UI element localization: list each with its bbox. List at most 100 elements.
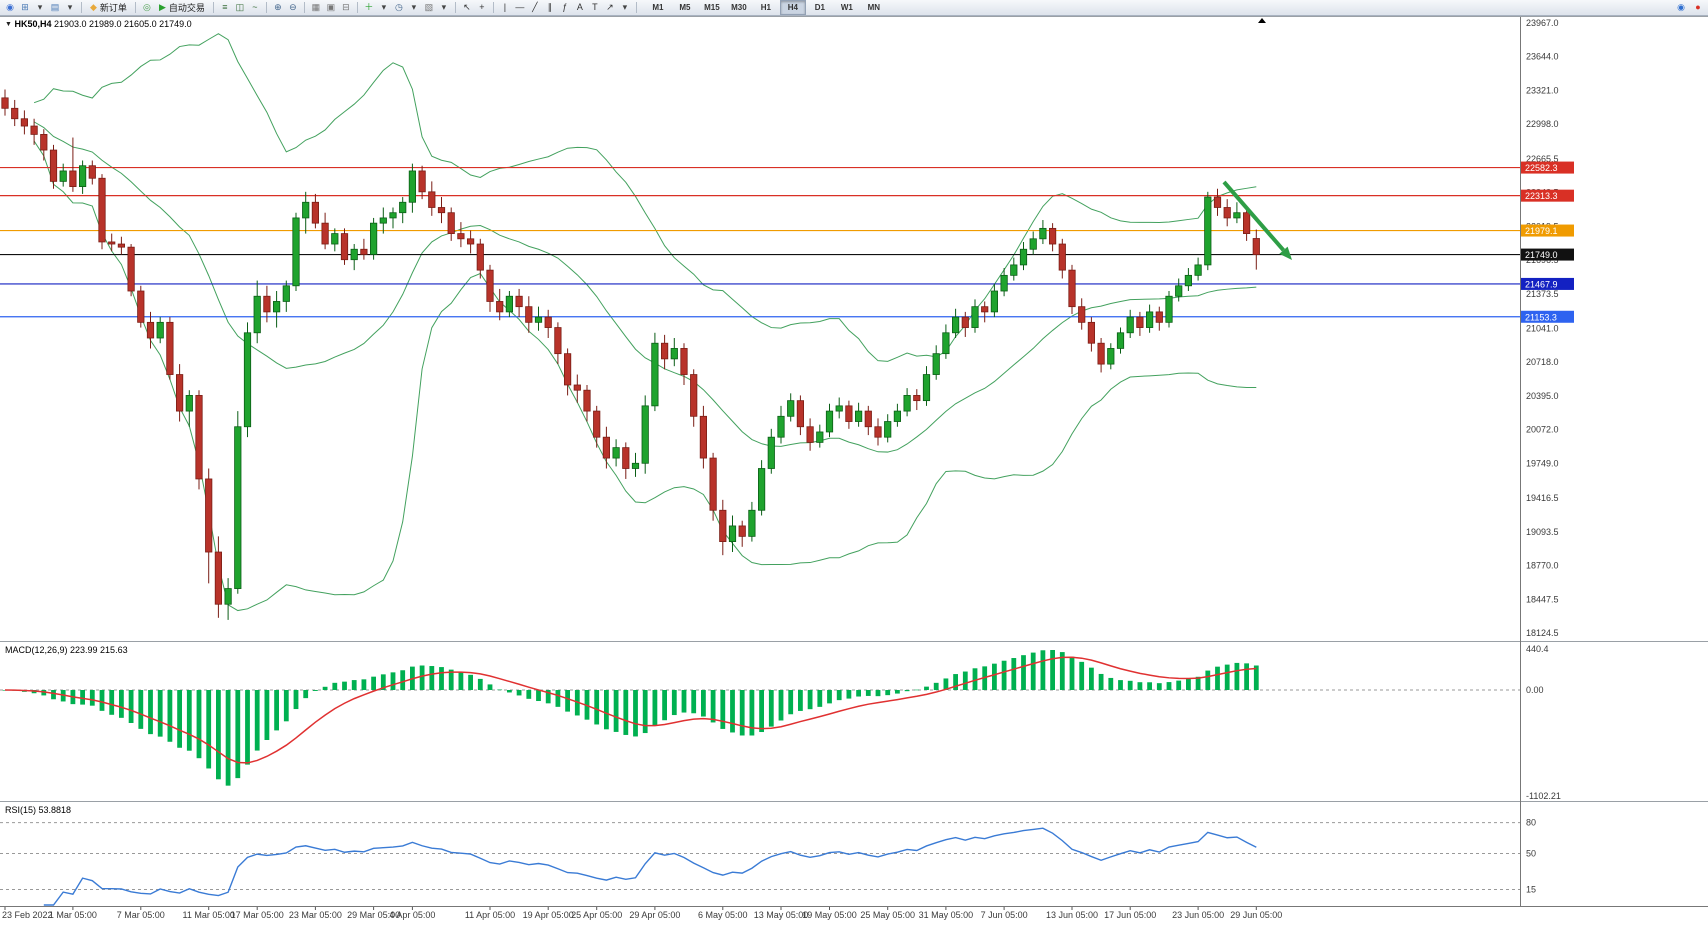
toolbar-separator [635, 2, 637, 13]
timeframe-m30[interactable]: M30 [731, 3, 747, 12]
tile-windows-button[interactable]: ▦ [309, 1, 323, 14]
indicators-dropdown-button[interactable]: ▾ [377, 1, 391, 14]
macd-histogram-bar [216, 690, 221, 780]
macd-histogram-bar [400, 670, 406, 690]
text-label-button[interactable]: T [588, 1, 602, 14]
time-label: 11 Mar 05:00 [183, 910, 235, 920]
macd-histogram-bar [633, 690, 638, 737]
macd-histogram-bar [516, 690, 522, 696]
toolbar-separator [212, 2, 214, 13]
fibonacci-icon: ƒ [562, 2, 568, 12]
candle [913, 395, 921, 402]
candle [146, 321, 155, 339]
candle [340, 233, 349, 261]
candle [544, 316, 552, 328]
trendline-button[interactable]: ╱ [528, 1, 542, 14]
timeframe-h4[interactable]: H4 [779, 0, 806, 15]
timeframe-w1[interactable]: W1 [840, 3, 853, 12]
timeframe-h1[interactable]: H1 [760, 3, 771, 12]
new-order-icon: ◆ [90, 2, 97, 12]
periods-dropdown-button[interactable]: ▾ [407, 1, 421, 14]
macd-histogram-bar [1118, 680, 1123, 690]
objects-dropdown-button[interactable]: ▾ [618, 1, 632, 14]
text-button[interactable]: A [573, 1, 587, 14]
candle [69, 170, 77, 188]
macd-histogram-bar [536, 690, 541, 702]
time-label: 23 Jun 05:00 [1172, 910, 1224, 920]
macd-histogram-bar [778, 690, 784, 721]
time-label: 11 Apr 05:00 [465, 910, 515, 920]
macd-histogram-bar [962, 671, 968, 690]
timeframe-mn[interactable]: MN [867, 3, 881, 12]
new-chart-button[interactable]: ⊞ [18, 1, 32, 14]
macd-histogram-bar [1253, 665, 1259, 690]
line-chart-button[interactable]: ~ [248, 1, 262, 14]
periods-button[interactable]: ◷ [392, 1, 406, 14]
candle [486, 269, 494, 302]
cascade-windows-button[interactable]: ▣ [324, 1, 338, 14]
timeframe-d1[interactable]: D1 [814, 3, 825, 12]
templates-button[interactable]: ▧ [422, 1, 436, 14]
zoom-out-button[interactable]: ⊖ [286, 1, 300, 14]
candle [137, 290, 145, 323]
line-chart-icon: ~ [252, 2, 258, 12]
candle [816, 431, 824, 443]
indicators-button[interactable]: ＋ [362, 1, 376, 14]
macd-histogram-bar [332, 682, 338, 690]
candle [379, 217, 387, 224]
profiles-button[interactable]: ▤ [48, 1, 62, 14]
zoom-in-button[interactable]: ⊕ [271, 1, 285, 14]
vertical-line-button[interactable]: | [498, 1, 512, 14]
candle [932, 353, 940, 375]
price-level-badge [1521, 161, 1574, 174]
bollinger-upper [33, 33, 1257, 362]
macd-histogram-bar [186, 690, 192, 751]
auto-arrange-button[interactable]: ⊟ [339, 1, 353, 14]
record-button[interactable]: ● [1691, 1, 1705, 14]
candle [360, 248, 368, 255]
profiles-dropdown-button[interactable]: ▾ [63, 1, 77, 14]
toolbar-separator [356, 2, 358, 13]
price-tick-label: 20395.0 [1526, 391, 1559, 401]
price-tick-label: 18770.0 [1526, 561, 1559, 571]
fibonacci-button[interactable]: ƒ [558, 1, 572, 14]
candle [253, 295, 261, 334]
candle [1000, 274, 1008, 292]
search-button[interactable]: ◉ [1674, 1, 1688, 14]
price-tick-label: 19093.5 [1526, 527, 1559, 537]
profiles-dropdown-icon: ▾ [67, 2, 73, 12]
chart-shift-marker-icon[interactable] [1258, 18, 1266, 23]
candle [292, 217, 300, 287]
bar-chart-button[interactable]: ≡ [218, 1, 232, 14]
horizontal-line-button[interactable]: — [513, 1, 527, 14]
candle [457, 233, 465, 240]
terminal-button[interactable]: ◉ [3, 1, 17, 14]
macd-histogram-bar [749, 690, 755, 736]
macd-histogram-bar [1069, 656, 1075, 690]
templates-dropdown-button[interactable]: ▾ [437, 1, 451, 14]
new-order-button[interactable]: ◆ 新订单 [86, 1, 131, 14]
autotrade-button[interactable]: ▶ 自动交易 [155, 1, 209, 14]
crosshair-button[interactable]: + [475, 1, 489, 14]
candle [884, 421, 892, 438]
timeframe-m15[interactable]: M15 [704, 3, 720, 12]
channel-button[interactable]: ∥ [543, 1, 557, 14]
macd-histogram-bar [254, 690, 260, 751]
price-tick-label: 21373.5 [1526, 289, 1559, 299]
price-level-badge [1521, 277, 1574, 290]
candlestick-chart-button[interactable]: ◫ [233, 1, 247, 14]
chart-dropdown-button[interactable]: ▾ [33, 1, 47, 14]
macd-histogram-bar [720, 690, 726, 729]
macd-histogram-bar [1166, 682, 1172, 690]
timeframe-m1[interactable]: M1 [652, 3, 664, 12]
cursor-button[interactable]: ↖ [460, 1, 474, 14]
bollinger-lower [33, 140, 1257, 612]
candle [952, 316, 960, 334]
arrows-button[interactable]: ↗ [603, 1, 617, 14]
trend-arrow[interactable] [1222, 180, 1285, 252]
macd-histogram-bar [613, 690, 619, 732]
price-tick-label: 20718.0 [1526, 357, 1559, 367]
expert-advisors-button[interactable]: ◎ [140, 1, 154, 14]
timeframe-m5[interactable]: M5 [679, 3, 691, 12]
